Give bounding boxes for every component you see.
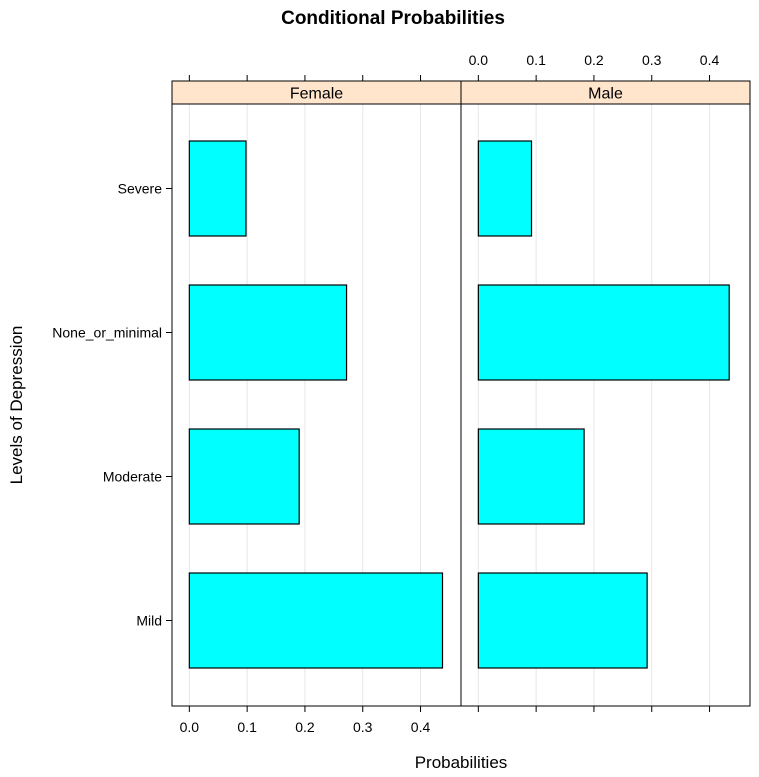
bar-male-none-or-minimal <box>477 284 730 381</box>
x-tick-label-bottom-2: 0.2 <box>295 719 315 735</box>
bar-female-moderate <box>188 428 300 525</box>
x-tick-label-bottom-0: 0.0 <box>180 719 200 735</box>
x-tick-label-top-4: 0.4 <box>700 52 720 68</box>
y-tick-label-mild: Mild <box>136 613 162 629</box>
y-axis-title: Levels of Depression <box>7 326 26 485</box>
bar-female-severe <box>188 140 247 237</box>
x-tick-label-top-1: 0.1 <box>526 52 546 68</box>
plot-area: Female 0.0 0.1 0.2 0.3 0.4 Male 0.0 0.1 0.2 0.3 0.4… <box>52 52 751 735</box>
strip-label-female: Female <box>290 86 343 103</box>
bar-male-severe <box>477 140 533 237</box>
bar-male-moderate <box>477 428 585 525</box>
panel-border-male <box>460 103 751 707</box>
bar-male-mild <box>477 572 648 669</box>
y-tick-label-none-or-minimal: None_or_minimal <box>52 325 162 341</box>
bar-female-none-or-minimal <box>188 284 348 381</box>
x-tick-label-top-0: 0.0 <box>469 52 489 68</box>
x-tick-label-bottom-4: 0.4 <box>411 719 431 735</box>
y-tick-label-moderate: Moderate <box>103 469 162 485</box>
x-axis-title: Probabilities <box>415 753 508 772</box>
y-tick-label-severe: Severe <box>118 181 163 197</box>
bar-female-mild <box>188 572 444 669</box>
x-tick-label-bottom-1: 0.1 <box>237 719 257 735</box>
x-tick-label-top-2: 0.2 <box>584 52 604 68</box>
x-tick-label-bottom-3: 0.3 <box>353 719 373 735</box>
strip-label-male: Male <box>588 86 623 103</box>
x-tick-label-top-3: 0.3 <box>642 52 662 68</box>
chart-title: Conditional Probabilities <box>281 8 505 29</box>
